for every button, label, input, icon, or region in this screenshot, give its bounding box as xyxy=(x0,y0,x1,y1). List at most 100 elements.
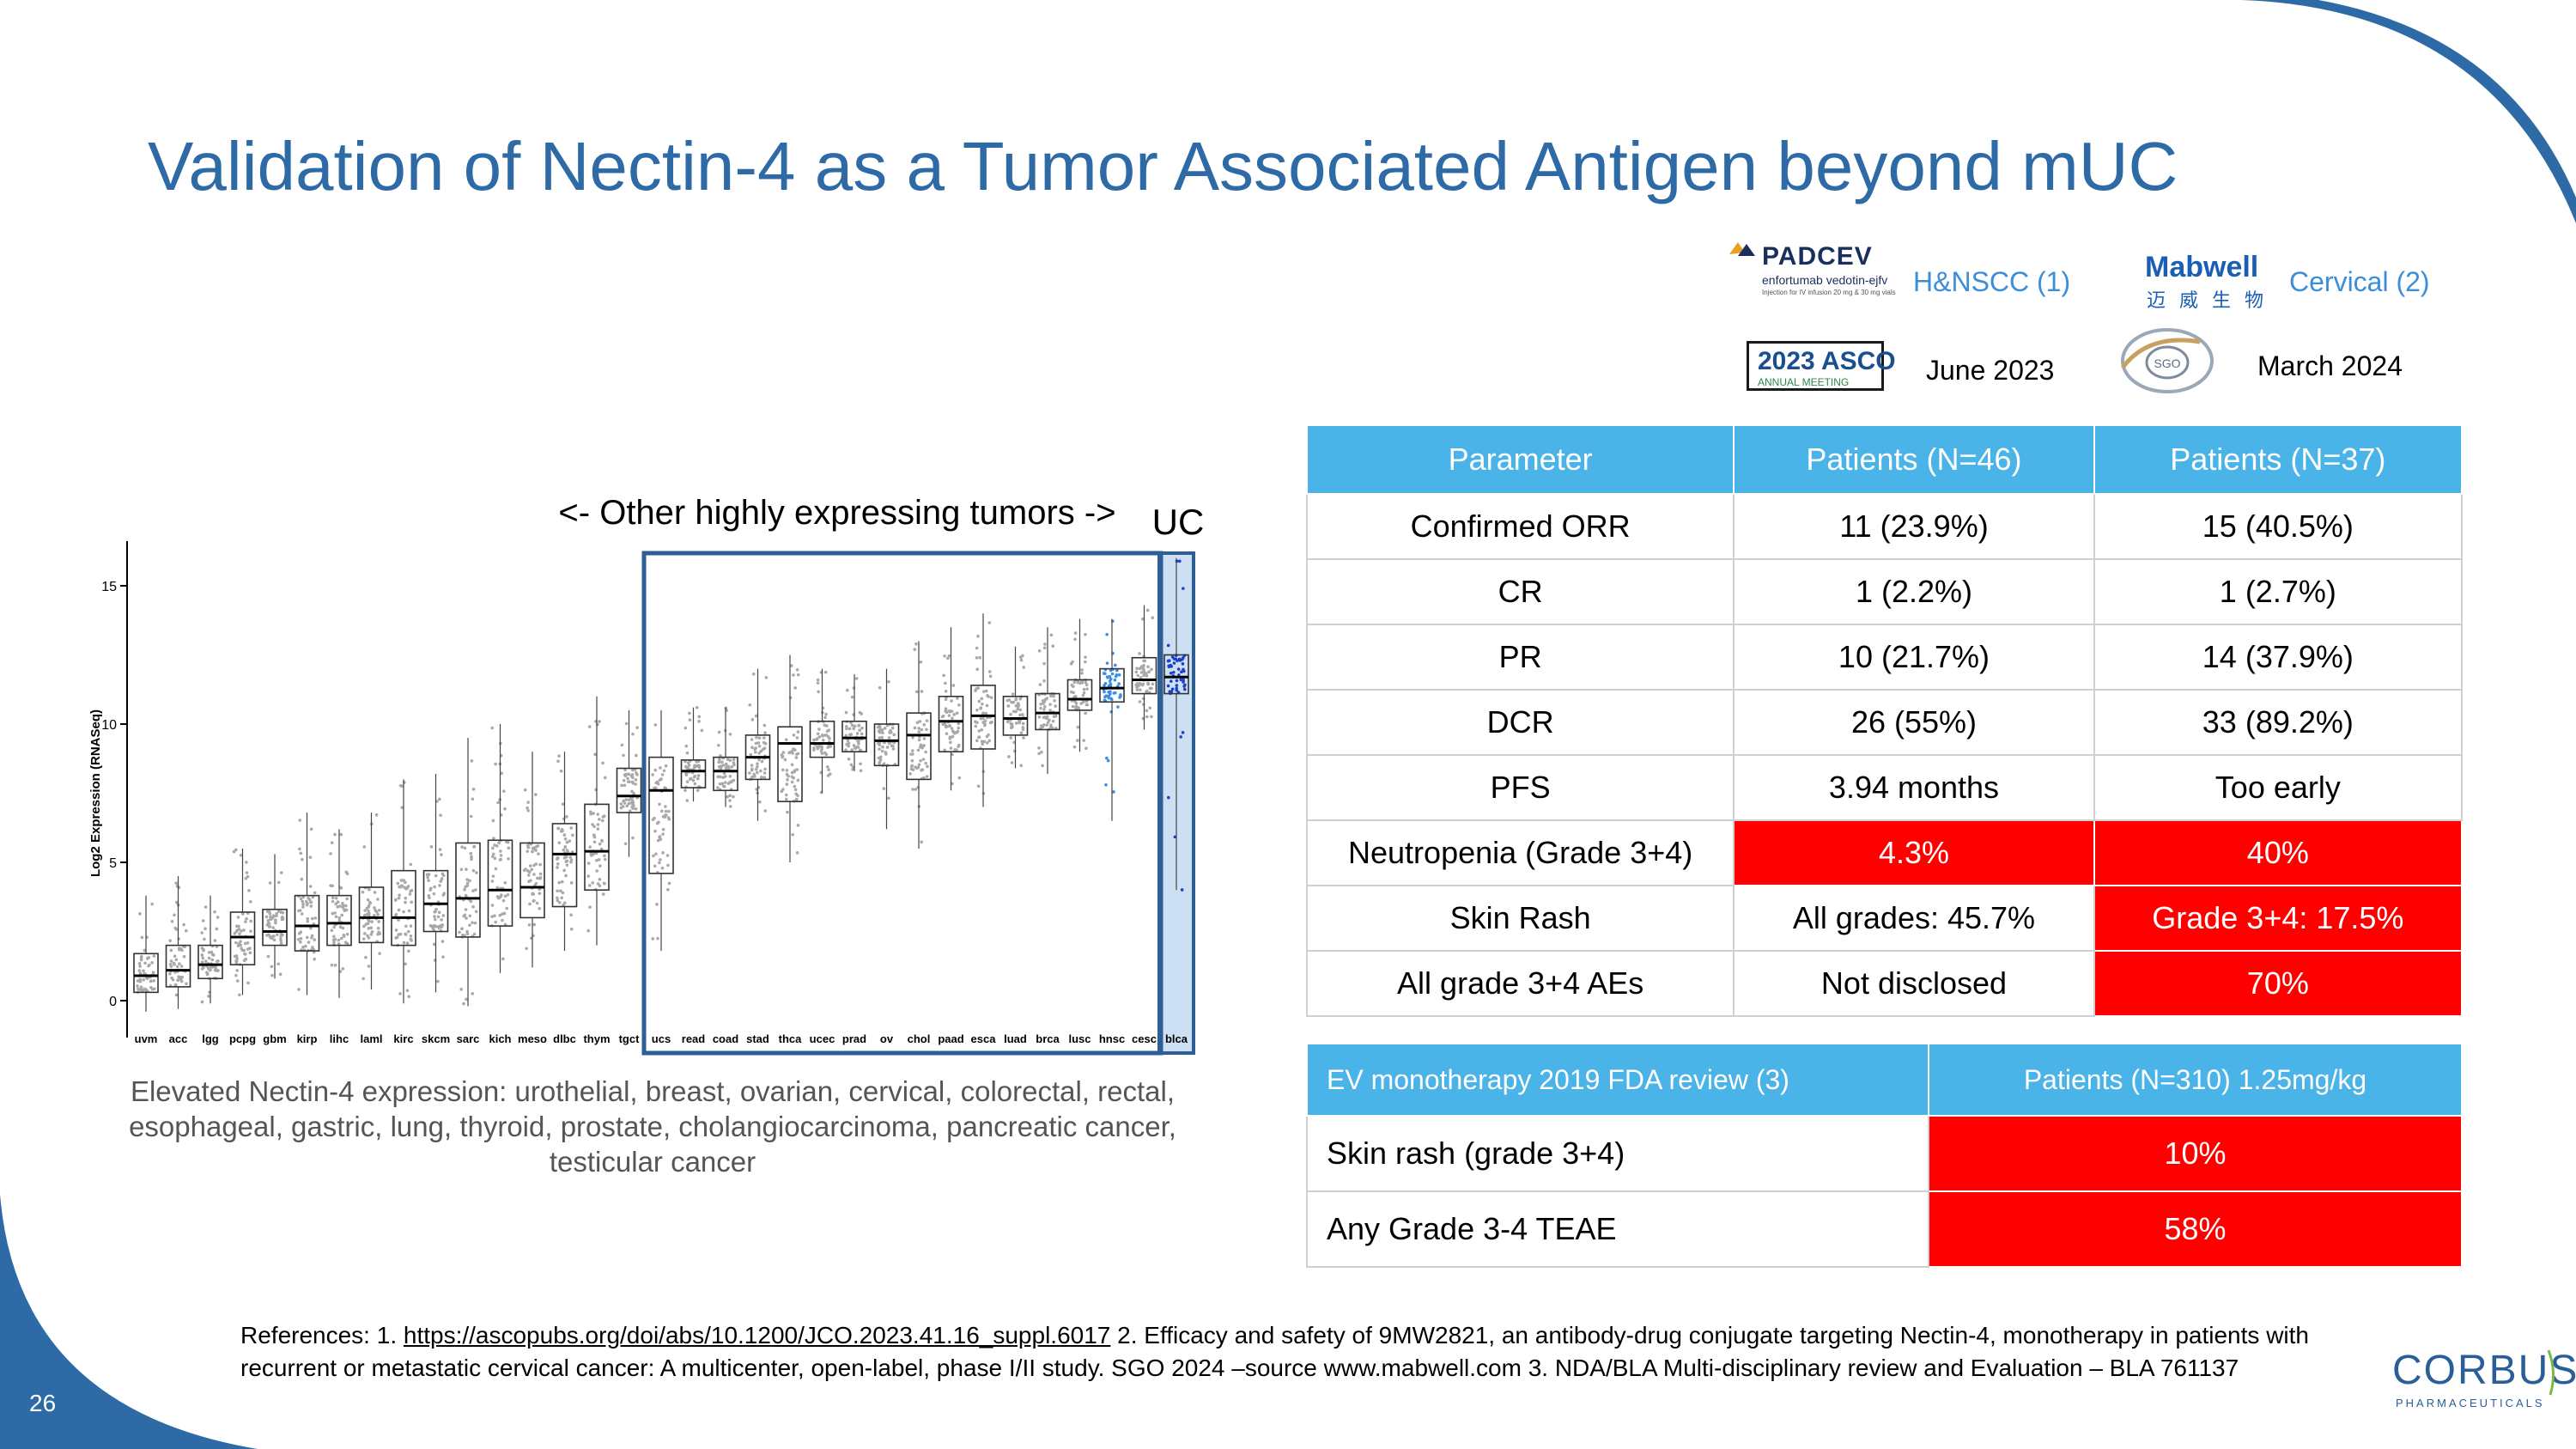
data-point xyxy=(169,965,173,968)
data-point xyxy=(1167,659,1171,662)
data-point xyxy=(826,774,830,777)
data-point xyxy=(1180,888,1184,892)
data-point xyxy=(367,965,371,968)
data-point xyxy=(503,807,507,811)
data-point xyxy=(796,778,800,782)
data-point xyxy=(299,851,303,855)
data-point xyxy=(977,735,981,740)
data-point xyxy=(505,906,509,910)
data-point xyxy=(846,688,849,692)
category-label-tgct: tgct xyxy=(619,1032,641,1045)
cervical-study-label: Cervical (2) xyxy=(2289,266,2430,297)
efficacy-safety-table: Parameter Patients (N=46) Patients (N=37… xyxy=(1305,424,2464,1017)
data-point xyxy=(889,730,893,734)
data-point xyxy=(1076,739,1079,742)
data-point xyxy=(237,924,240,928)
box-meso xyxy=(519,842,545,919)
data-point xyxy=(490,855,495,858)
data-point xyxy=(407,909,411,913)
data-point xyxy=(433,915,436,918)
reference-link[interactable]: https://ascopubs.org/doi/abs/10.1200/JCO… xyxy=(403,1322,1111,1349)
data-point xyxy=(661,827,665,831)
data-point xyxy=(916,748,920,752)
box-kirc xyxy=(391,869,416,947)
data-point xyxy=(249,900,252,904)
data-point xyxy=(1169,671,1173,675)
data-point xyxy=(653,816,656,820)
box-hnsc xyxy=(1099,667,1125,703)
data-point xyxy=(880,728,884,732)
data-point xyxy=(917,738,921,742)
data-point xyxy=(209,965,212,970)
data-point xyxy=(728,794,732,797)
data-point xyxy=(1118,696,1121,699)
table-row: Confirmed ORR 11 (23.9%) 15 (40.5%) xyxy=(1305,493,2464,560)
data-point xyxy=(142,969,145,973)
data-point xyxy=(345,897,349,901)
data-point xyxy=(952,732,957,735)
data-point xyxy=(215,927,219,931)
data-point xyxy=(955,711,959,715)
data-point xyxy=(987,621,992,624)
data-point xyxy=(306,916,310,921)
data-point xyxy=(1109,682,1113,686)
data-point xyxy=(463,846,467,850)
data-point xyxy=(697,715,702,719)
data-point xyxy=(878,725,882,729)
data-point xyxy=(1080,668,1084,672)
data-point xyxy=(594,859,598,862)
data-point xyxy=(1007,755,1011,758)
data-point xyxy=(1042,708,1046,711)
data-point xyxy=(235,957,239,960)
data-point xyxy=(667,881,671,886)
data-point xyxy=(1106,676,1109,679)
data-point xyxy=(337,918,342,922)
data-point xyxy=(204,905,208,909)
data-point xyxy=(234,941,238,945)
data-point xyxy=(374,813,379,817)
data-point xyxy=(1145,715,1149,719)
data-point xyxy=(732,758,736,762)
data-point xyxy=(1042,646,1047,650)
data-point xyxy=(470,857,473,861)
data-point xyxy=(300,912,304,916)
data-point xyxy=(438,848,442,851)
data-point xyxy=(1113,663,1117,667)
data-point xyxy=(373,906,376,910)
data-point xyxy=(598,884,602,888)
data-point xyxy=(603,857,607,861)
data-point xyxy=(138,988,143,992)
data-point xyxy=(462,914,466,918)
data-point xyxy=(532,899,535,903)
data-point xyxy=(556,896,559,900)
data-point xyxy=(434,874,438,878)
data-point xyxy=(957,743,961,747)
data-point xyxy=(1116,705,1120,709)
data-point xyxy=(785,782,789,786)
data-point xyxy=(306,919,310,923)
data-point xyxy=(266,954,270,959)
data-point xyxy=(881,731,884,735)
data-point xyxy=(1175,679,1179,683)
data-point xyxy=(596,827,600,831)
data-point xyxy=(653,829,657,833)
box-paad xyxy=(938,696,964,753)
data-point xyxy=(276,880,281,885)
data-point xyxy=(334,902,337,906)
data-point xyxy=(624,798,628,801)
padcev-logo: PADCEV enfortumab vedotin-ejfv Injection… xyxy=(1726,234,1896,302)
data-point xyxy=(796,730,800,734)
data-point xyxy=(784,793,788,797)
data-point xyxy=(661,832,665,836)
box-sarc xyxy=(455,842,481,938)
data-point xyxy=(619,802,623,806)
data-point xyxy=(659,809,664,813)
data-point xyxy=(858,728,861,733)
data-point xyxy=(1168,690,1172,694)
data-point xyxy=(1016,707,1019,711)
data-point xyxy=(718,782,722,786)
data-point xyxy=(137,962,142,965)
data-point xyxy=(659,858,662,861)
data-point xyxy=(556,898,560,903)
data-point xyxy=(624,721,629,726)
